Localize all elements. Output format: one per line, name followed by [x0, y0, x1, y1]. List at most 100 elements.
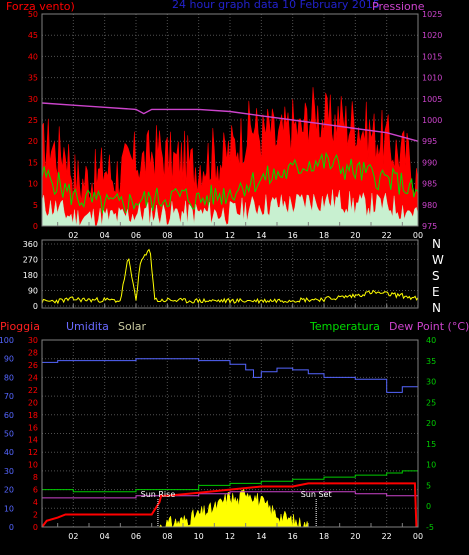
direction-ticks: 0 90 180 270 360: [23, 240, 419, 311]
climate-x-tick-label: 08: [162, 532, 172, 541]
pressure-line: [41, 102, 419, 142]
wind-x-tick-label: 12: [225, 231, 235, 240]
wind-series: [41, 87, 419, 227]
wind-x-tick-label: 18: [319, 231, 329, 240]
temperature-tick-label: 30: [426, 378, 436, 387]
direction-y-tick-label: 90: [28, 287, 38, 296]
rain-tick-label: 20: [28, 398, 38, 407]
rain-axis-label: Pioggia: [0, 320, 40, 333]
wind-y-tick-label: 45: [28, 31, 38, 40]
rain-tick-label: 8: [33, 473, 38, 482]
solar-axis-label: Solar: [118, 320, 147, 333]
direction-grid: [42, 240, 419, 308]
climate-ticks: 02 04 06 08 10 12 14 16 18 20 22 000102030405060708…: [0, 336, 436, 541]
solar-area: [159, 488, 309, 528]
wind-y-tick-label: 50: [28, 10, 38, 19]
humidity-tick-label: 20: [4, 486, 14, 495]
climate-x-tick-label: 12: [225, 532, 235, 541]
rain-tick-label: 0: [33, 523, 38, 532]
temperature-tick-label: 35: [426, 357, 436, 366]
humidity-tick-label: 70: [4, 392, 14, 401]
direction-y-tick-label: 270: [23, 256, 38, 265]
humidity-tick-label: 40: [4, 448, 14, 457]
wind-y-tick-label: 10: [28, 180, 38, 189]
rain-tick-label: 14: [28, 436, 38, 445]
pressure-tick-label: 980: [422, 201, 437, 210]
climate-x-tick-label: 16: [288, 532, 298, 541]
temperature-tick-label: 15: [426, 440, 436, 449]
humidity-line: [42, 358, 419, 393]
humidity-tick-label: 90: [4, 355, 14, 364]
wind-y-tick-label: 40: [28, 52, 38, 61]
humidity-tick-label: 100: [0, 336, 14, 345]
wind-x-tick-label: 14: [256, 231, 266, 240]
pressure-tick-label: 1005: [422, 95, 442, 104]
pressure-tick-label: 1025: [422, 10, 442, 19]
compass-s: S: [432, 269, 440, 283]
wind-ticks: 02 04 06 08 10 12 14 16 18 20 22 000510152025303540…: [28, 10, 443, 240]
wind-x-tick-label: 22: [382, 231, 392, 240]
pressure-tick-label: 1015: [422, 52, 442, 61]
wind-y-tick-label: 15: [28, 158, 38, 167]
climate-panel: Pioggia Umidita Solar Temperatura Dew Po…: [0, 320, 469, 541]
climate-frame: [41, 339, 419, 528]
temperature-tick-label: 10: [426, 461, 436, 470]
climate-x-tick-label: 22: [382, 532, 392, 541]
temperature-line: [42, 470, 419, 493]
humidity-tick-label: 0: [9, 523, 14, 532]
wind-axis-label: Forza vento): [6, 0, 75, 13]
direction-y-tick-label: 360: [23, 240, 38, 249]
climate-x-tick-label: 04: [100, 532, 110, 541]
compass-n-top: N: [432, 237, 441, 251]
pressure-tick-label: 1000: [422, 116, 442, 125]
rain-tick-label: 24: [28, 373, 38, 382]
wind-avg-line: [41, 151, 419, 214]
wind-x-tick-label: 00: [413, 231, 423, 240]
compass-n-bottom: N: [432, 301, 441, 315]
wind-x-tick-label: 10: [194, 231, 204, 240]
pressure-tick-label: 1020: [422, 31, 442, 40]
climate-x-tick-label: 02: [68, 532, 78, 541]
rain-tick-label: 28: [28, 348, 38, 357]
dewpoint-line: [42, 491, 419, 499]
wind-x-tick-label: 16: [288, 231, 298, 240]
temperature-axis-label: Temperatura: [309, 320, 380, 333]
rain-tick-label: 30: [28, 336, 38, 345]
climate-x-tick-label: 18: [319, 532, 329, 541]
rain-tick-label: 4: [33, 498, 38, 507]
wind-direction-panel: 0 90 180 270 360 N W S E N: [23, 237, 444, 315]
climate-x-tick-label: 06: [131, 532, 141, 541]
temperature-tick-label: -5: [426, 523, 434, 532]
compass-e: E: [432, 285, 440, 299]
compass-w: W: [432, 253, 444, 267]
rain-tick-label: 18: [28, 411, 38, 420]
pressure-axis-label: Pressione: [372, 0, 425, 13]
pressure-tick-label: 995: [422, 137, 437, 146]
wind-x-tick-label: 04: [100, 231, 110, 240]
pressure-tick-label: 1010: [422, 74, 442, 83]
wind-y-tick-label: 30: [28, 95, 38, 104]
climate-x-tick-label: 10: [194, 532, 204, 541]
wind-x-tick-label: 20: [350, 231, 360, 240]
humidity-tick-label: 10: [4, 504, 14, 513]
humidity-tick-label: 50: [4, 430, 14, 439]
climate-x-tick-label: 20: [350, 532, 360, 541]
temperature-tick-label: 25: [426, 398, 436, 407]
wind-x-tick-label: 02: [68, 231, 78, 240]
sunrise-annotation: Sun Rise: [141, 490, 176, 499]
direction-y-tick-label: 0: [33, 302, 38, 311]
humidity-axis-label: Umidita: [66, 320, 109, 333]
climate-x-tick-label: 14: [256, 532, 266, 541]
wind-frame: [41, 13, 419, 227]
rain-tick-label: 6: [33, 486, 38, 495]
wind-y-tick-label: 25: [28, 116, 38, 125]
rain-tick-label: 2: [33, 511, 38, 520]
humidity-tick-label: 80: [4, 373, 14, 382]
humidity-tick-label: 30: [4, 467, 14, 476]
wind-x-tick-label: 08: [162, 231, 172, 240]
rain-tick-label: 12: [28, 448, 38, 457]
wind-gust-area: [41, 87, 419, 227]
pressure-tick-label: 990: [422, 158, 437, 167]
